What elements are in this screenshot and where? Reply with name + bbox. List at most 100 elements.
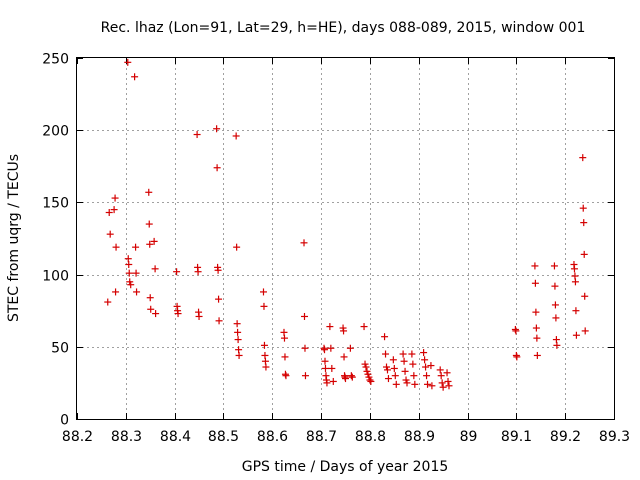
data-point (145, 220, 153, 228)
data-point (105, 209, 113, 217)
data-point (391, 372, 399, 380)
x-tick-label: 88.6 (257, 429, 288, 445)
data-point (193, 131, 201, 139)
data-point (411, 380, 419, 388)
data-point (428, 382, 436, 390)
data-point (214, 266, 222, 274)
x-tick-label: 88.5 (208, 429, 239, 445)
plot-frame (76, 57, 615, 420)
data-point (127, 281, 135, 289)
data-point (213, 125, 221, 133)
data-point (151, 265, 159, 273)
x-tick-label: 88.9 (404, 429, 435, 445)
data-point (233, 320, 241, 328)
data-point (551, 301, 559, 309)
data-point (403, 379, 411, 387)
data-point (281, 353, 289, 361)
y-axis-title: STEC from uqrg / TECUs (6, 154, 22, 322)
chart-title: Rec. lhaz (Lon=91, Lat=29, h=HE), days 0… (101, 20, 586, 36)
data-point (392, 380, 400, 388)
data-point (445, 382, 453, 390)
data-point (260, 341, 268, 349)
data-point (390, 364, 398, 372)
x-tick-label: 89 (460, 429, 478, 445)
data-point (259, 288, 267, 296)
data-point (232, 132, 240, 140)
data-point (553, 341, 561, 349)
data-point (329, 377, 337, 385)
data-point (570, 265, 578, 273)
data-point (280, 334, 288, 342)
data-point (580, 250, 588, 258)
grid-layer (77, 58, 614, 419)
x-tick-label: 88.4 (160, 429, 191, 445)
data-point (347, 372, 355, 380)
data-point (579, 204, 587, 212)
y-tick-label: 50 (51, 341, 69, 357)
data-point (383, 366, 391, 374)
data-point (147, 305, 155, 313)
data-point (110, 206, 118, 214)
data-point (532, 308, 540, 316)
data-point (321, 357, 329, 365)
data-points (104, 58, 589, 391)
data-point (213, 164, 221, 172)
data-point (146, 294, 154, 302)
data-point (111, 194, 119, 202)
data-point (384, 375, 392, 383)
data-point (423, 372, 431, 380)
data-point (146, 240, 154, 248)
data-point (360, 323, 368, 331)
data-point (581, 292, 589, 300)
data-point (444, 377, 452, 385)
data-point (321, 364, 329, 372)
data-point (421, 356, 429, 364)
data-point (145, 188, 153, 196)
data-point (282, 372, 290, 380)
data-point (104, 298, 112, 306)
data-point (366, 376, 374, 384)
data-point (326, 323, 334, 331)
data-point (131, 73, 139, 81)
data-point (512, 327, 520, 335)
data-point (260, 302, 268, 310)
data-point (572, 331, 580, 339)
data-point (362, 363, 370, 371)
data-point (262, 363, 270, 371)
data-point (112, 288, 120, 296)
data-point (301, 372, 309, 380)
data-point (381, 333, 389, 341)
data-point (382, 350, 390, 358)
data-point (152, 310, 160, 318)
data-point (427, 362, 435, 370)
data-point (194, 268, 202, 276)
data-point (215, 317, 223, 325)
data-point (443, 369, 451, 377)
data-point (342, 375, 349, 383)
data-point (106, 230, 114, 238)
data-point (234, 328, 242, 336)
data-point (195, 312, 203, 320)
data-point (409, 360, 417, 368)
data-point (579, 154, 587, 162)
x-tick-label: 89.3 (599, 429, 630, 445)
data-point (133, 288, 141, 296)
data-point (234, 336, 242, 344)
x-tick-label: 89.1 (501, 429, 532, 445)
y-tick-label: 200 (42, 124, 69, 140)
data-point (513, 353, 521, 361)
data-point (132, 269, 140, 277)
x-tick-label: 88.2 (62, 429, 93, 445)
tick-layer: 88.2 88.3 88.4 88.5 88.6 88.7 88.8 88.9 89 89.1 89… (42, 52, 630, 446)
data-point (531, 279, 539, 287)
data-point (436, 366, 444, 374)
data-point (571, 278, 579, 286)
data-point (323, 379, 331, 387)
data-point (215, 295, 223, 303)
data-point (125, 269, 133, 277)
x-axis-title: GPS time / Days of year 2015 (242, 459, 449, 475)
data-point (550, 262, 558, 270)
data-point (112, 243, 120, 251)
data-point (301, 344, 309, 352)
